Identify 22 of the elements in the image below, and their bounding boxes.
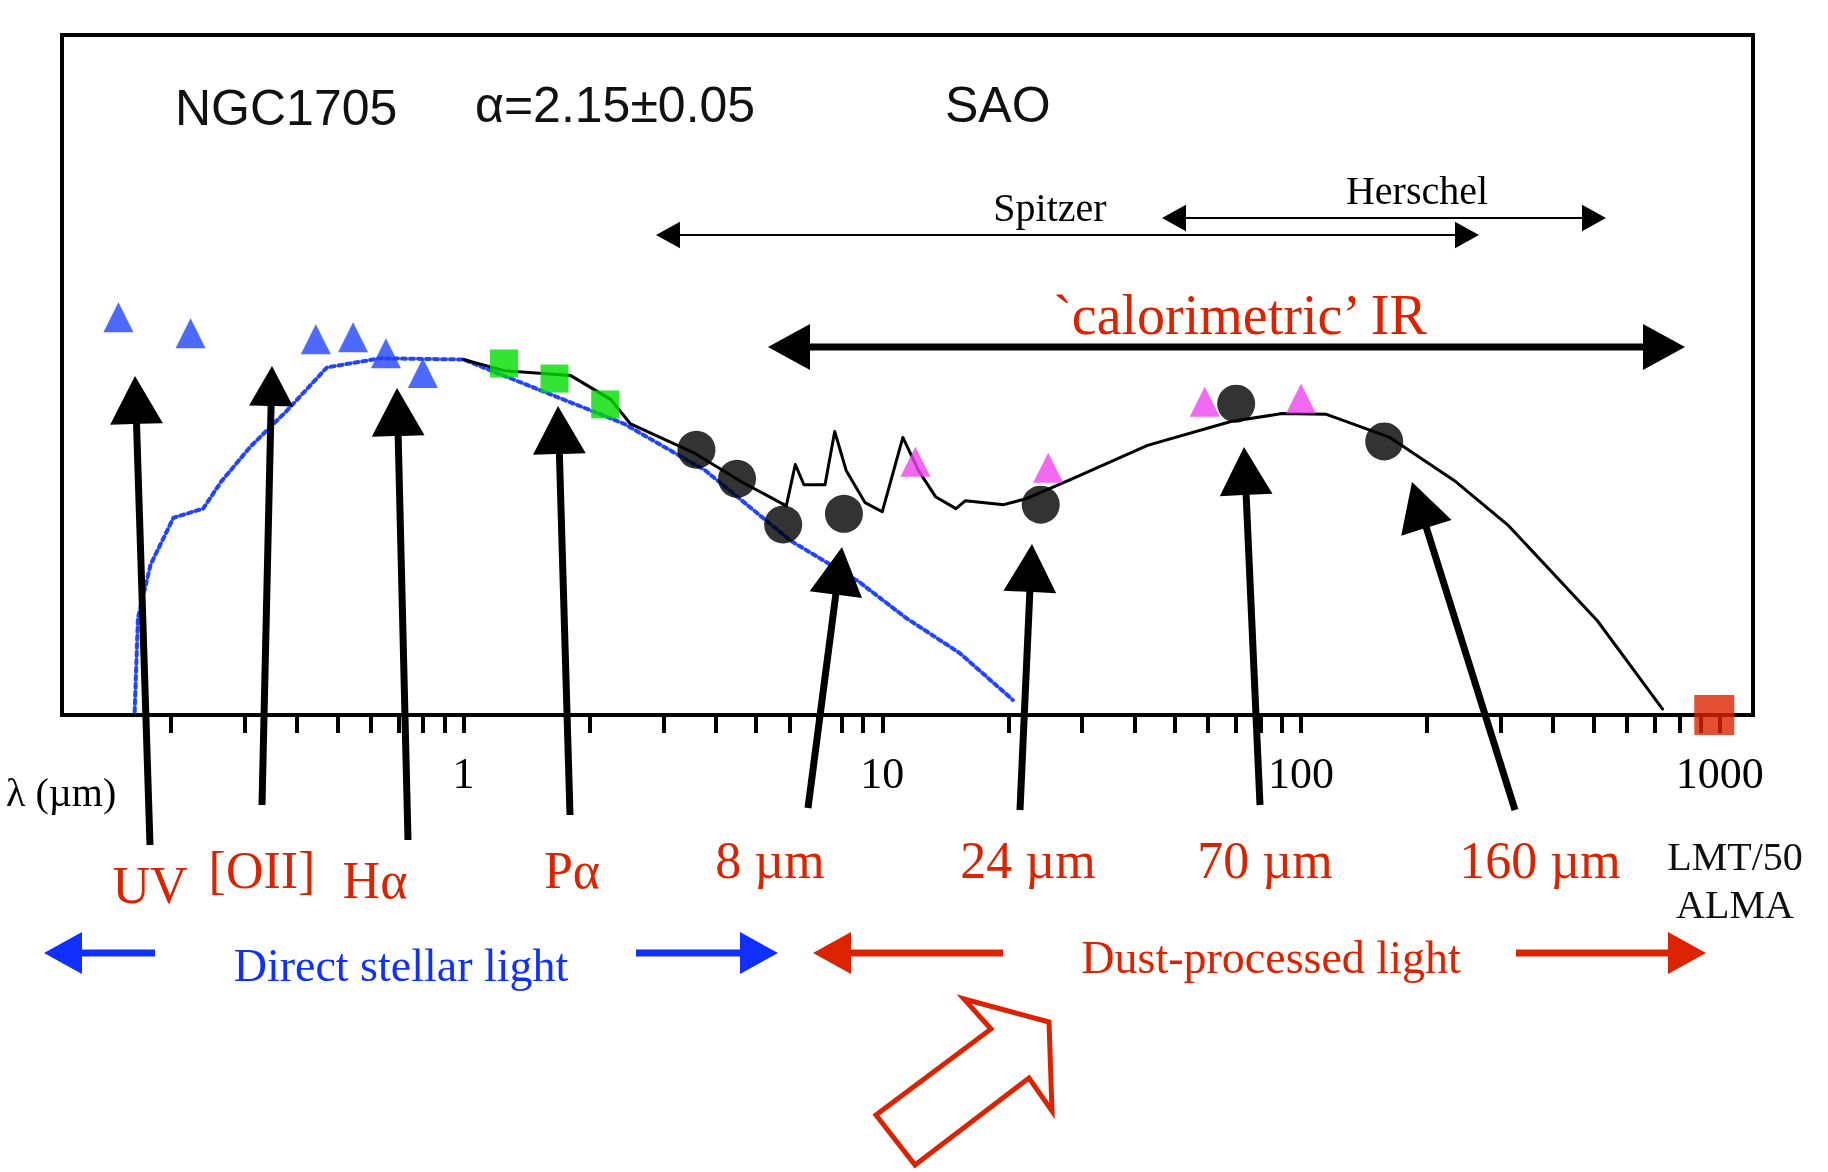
text: 160 µm bbox=[1459, 831, 1621, 889]
x-tick-label: 1000 bbox=[1675, 748, 1764, 798]
text: [OII] bbox=[208, 841, 316, 899]
text: 70 µm bbox=[1197, 831, 1333, 889]
x-tick-label: 10 bbox=[860, 748, 905, 798]
x-axis-title: λ (µm) bbox=[6, 769, 117, 815]
text: Hα bbox=[342, 851, 408, 909]
text: Dust-processed light bbox=[1081, 931, 1461, 983]
text: Spitzer bbox=[993, 184, 1107, 230]
text: UV bbox=[112, 856, 188, 914]
text: Pα bbox=[543, 841, 601, 899]
x-tick-label: 100 bbox=[1268, 748, 1335, 798]
annotation: `calorimetric’ IR bbox=[1053, 284, 1428, 346]
chart-title: NGC1705 bbox=[175, 80, 398, 136]
text: 24 µm bbox=[960, 831, 1096, 889]
text: α=2.15±0.05 bbox=[475, 77, 756, 133]
text: SAO bbox=[945, 77, 1051, 133]
text: 8 µm bbox=[715, 831, 825, 889]
text: Direct stellar light bbox=[233, 939, 569, 991]
x-tick-label: 1 bbox=[452, 748, 475, 798]
text: LMT/50 ALMA bbox=[1667, 833, 1803, 927]
text: Herschel bbox=[1345, 167, 1489, 213]
